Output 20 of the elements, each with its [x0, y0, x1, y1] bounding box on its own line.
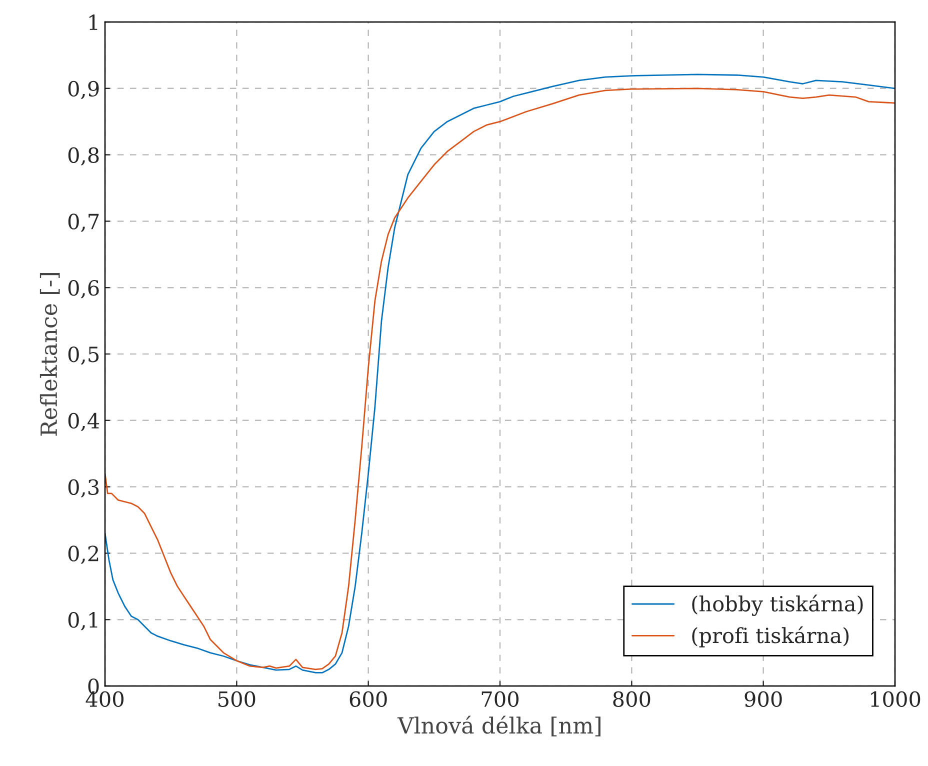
y-tick-label: 0,3	[68, 479, 99, 498]
x-tick-label: 1000	[871, 691, 920, 707]
x-tick-label: 700	[482, 691, 518, 707]
y-tick-label: 0,2	[68, 546, 98, 564]
x-tick-label: 800	[613, 691, 650, 707]
y-tick-label: 0,8	[68, 147, 99, 166]
x-axis-title: Vlnová délka [nm]	[397, 716, 600, 736]
x-tick-label: 500	[218, 691, 256, 707]
y-tick-label: 0,1	[68, 612, 98, 630]
y-tick-label: 0,4	[68, 412, 100, 432]
legend-label: (hobby tiskárna)	[692, 594, 863, 616]
x-tick-label: 600	[350, 691, 387, 707]
y-tick-label: 0,6	[68, 280, 99, 298]
y-tick-label: 1	[89, 14, 98, 30]
y-tick-label: 0,7	[68, 214, 99, 232]
x-tick-label: 900	[744, 691, 782, 707]
legend-label: (profi tiskárna)	[692, 626, 849, 648]
y-tick-label: 0,5	[68, 346, 99, 365]
y-axis-title: Reflektance [-]	[40, 273, 60, 436]
y-tick-label: 0,9	[68, 80, 99, 100]
